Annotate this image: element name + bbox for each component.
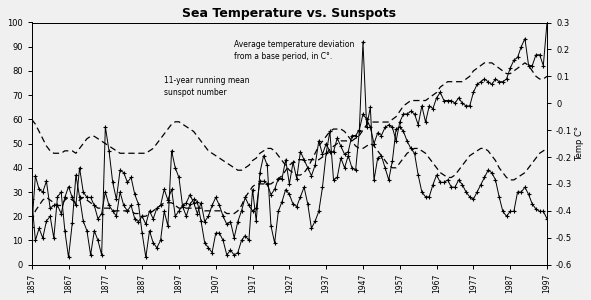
Text: 11-year running mean: 11-year running mean (164, 76, 250, 85)
Text: from a base period, in C°.: from a base period, in C°. (234, 52, 332, 61)
Text: Average temperature deviation: Average temperature deviation (234, 40, 355, 49)
Text: sunspot number: sunspot number (164, 88, 227, 97)
Y-axis label: Temp C°: Temp C° (575, 126, 584, 161)
Title: Sea Temperature vs. Sunspots: Sea Temperature vs. Sunspots (183, 7, 397, 20)
